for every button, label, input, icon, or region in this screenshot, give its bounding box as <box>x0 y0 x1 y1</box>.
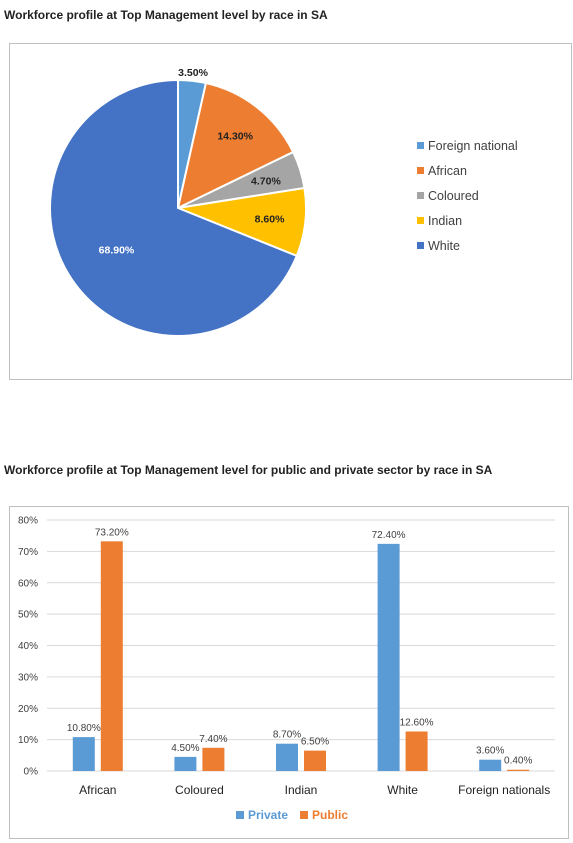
bar-chart: 0% 10% 20% 30% 40% 50% 60% 70% 80% 10.80% 73.20% Af… <box>18 516 555 822</box>
bar-public-indian <box>304 750 326 771</box>
legend-item-white: White <box>428 239 460 253</box>
pie-label-coloured: 4.70% <box>251 175 281 187</box>
x-category-label: White <box>387 783 418 797</box>
data-label-public-white: 12.60% <box>400 717 434 728</box>
x-category-label: African <box>79 783 116 797</box>
y-tick-label: 80% <box>18 516 38 527</box>
y-tick-label: 60% <box>18 578 38 589</box>
pie-slice-white <box>49 78 299 337</box>
y-tick-label: 40% <box>18 641 38 652</box>
bar-private-african <box>72 737 95 771</box>
bar-public-foreign-nationals <box>507 769 530 771</box>
y-tick-label: 30% <box>18 672 38 683</box>
pie-label-foreign-national: 3.50% <box>178 67 208 79</box>
data-label-public-coloured: 7.40% <box>199 734 227 745</box>
legend-item-indian: Indian <box>428 214 462 228</box>
bar-public-african <box>100 541 123 771</box>
legend-item-public: Public <box>312 808 348 822</box>
pie-slice-african <box>176 81 295 210</box>
data-label-private-african: 10.80% <box>67 723 101 734</box>
legend-item-foreign-national: Foreign national <box>428 139 518 153</box>
data-label-public-foreign-nationals: 0.40% <box>504 756 532 767</box>
x-category-label: Foreign nationals <box>458 783 550 797</box>
legend-swatch-white <box>417 242 424 249</box>
pie-label-indian: 8.60% <box>255 213 285 225</box>
data-label-private-foreign-nationals: 3.60% <box>476 746 504 757</box>
bar-private-coloured <box>174 756 197 771</box>
legend-swatch-coloured <box>417 192 424 199</box>
bar-private-white <box>377 543 400 771</box>
data-label-private-white: 72.40% <box>372 530 406 541</box>
data-label-public-african: 73.20% <box>95 527 129 538</box>
y-tick-label: 0% <box>24 767 39 778</box>
y-tick-label: 70% <box>18 547 38 558</box>
data-label-public-indian: 6.50% <box>301 737 329 748</box>
data-label-private-coloured: 4.50% <box>171 743 199 754</box>
x-category-label: Indian <box>285 783 318 797</box>
y-tick-label: 20% <box>18 704 38 715</box>
y-tick-label: 50% <box>18 610 38 621</box>
y-tick-label: 10% <box>18 735 38 746</box>
x-category-label: Coloured <box>175 783 224 797</box>
legend-item-african: African <box>428 164 467 178</box>
legend-swatch-private <box>236 811 244 819</box>
data-label-private-indian: 8.70% <box>273 730 301 741</box>
bar-chart-title: Workforce profile at Top Management leve… <box>4 463 493 477</box>
legend-swatch-public <box>300 811 308 819</box>
pie-chart-panel: 3.50% 14.30% 4.70% 8.60% 68.90% Foreign natio… <box>9 43 572 380</box>
bar-private-foreign-nationals <box>479 759 502 771</box>
bar-private-indian <box>276 743 298 771</box>
legend-item-private: Private <box>248 808 288 822</box>
pie-chart: 3.50% 14.30% 4.70% 8.60% 68.90% Foreign natio… <box>49 67 518 337</box>
legend-swatch-indian <box>417 217 424 224</box>
pie-chart-title: Workforce profile at Top Management leve… <box>4 8 328 22</box>
pie-label-white: 68.90% <box>99 245 135 257</box>
pie-label-african: 14.30% <box>217 131 253 143</box>
legend-swatch-african <box>417 167 424 174</box>
bar-public-white <box>405 731 428 771</box>
bar-chart-panel: 0% 10% 20% 30% 40% 50% 60% 70% 80% 10.80% 73.20% Af… <box>9 506 569 839</box>
legend-swatch-foreign-national <box>417 142 424 149</box>
legend-item-coloured: Coloured <box>428 189 479 203</box>
bar-public-coloured <box>202 747 225 771</box>
